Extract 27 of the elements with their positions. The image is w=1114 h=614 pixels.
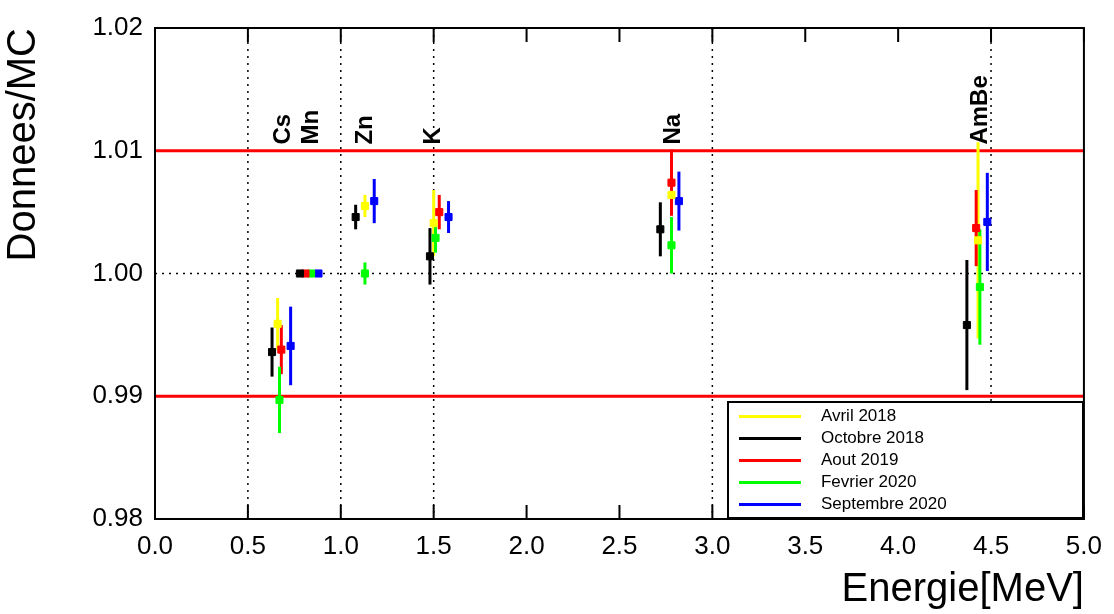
legend-label: Fevrier 2020	[820, 472, 917, 492]
x-tick-label: 4.5	[972, 529, 1010, 560]
annotation: AmBe	[964, 75, 992, 145]
y-tick-label: 1.01	[92, 133, 143, 164]
x-tick-label: 3.0	[694, 529, 731, 560]
x-tick-label: 4.0	[880, 529, 917, 560]
annotation: Zn	[349, 115, 377, 145]
x-tick-label: 1.0	[322, 529, 359, 560]
y-axis-title: Donnees/MC	[0, 28, 44, 262]
x-tick-label: 2.5	[601, 529, 638, 560]
x-axis-title: Energie[MeV]	[841, 565, 1084, 610]
x-tick-label: 0.5	[229, 529, 266, 560]
legend-label: Avril 2018	[820, 406, 897, 426]
y-tick-label: 0.99	[92, 379, 143, 410]
legend-label: Octobre 2018	[820, 428, 924, 448]
legend-label: Aout 2019	[820, 450, 899, 470]
annotation: Na	[657, 113, 685, 145]
y-tick-label: 1.02	[92, 11, 143, 42]
y-tick-label: 1.00	[92, 256, 143, 287]
x-tick-label: 3.5	[787, 529, 824, 560]
x-tick-label: 1.5	[415, 529, 452, 560]
x-tick-label: 2.0	[508, 529, 545, 560]
x-tick-label: 5.0	[1065, 529, 1103, 560]
annotation: K	[418, 126, 446, 145]
annotation: Cs	[267, 113, 295, 145]
legend-label: Septembre 2020	[820, 494, 947, 514]
annotation: Mn	[295, 109, 323, 145]
